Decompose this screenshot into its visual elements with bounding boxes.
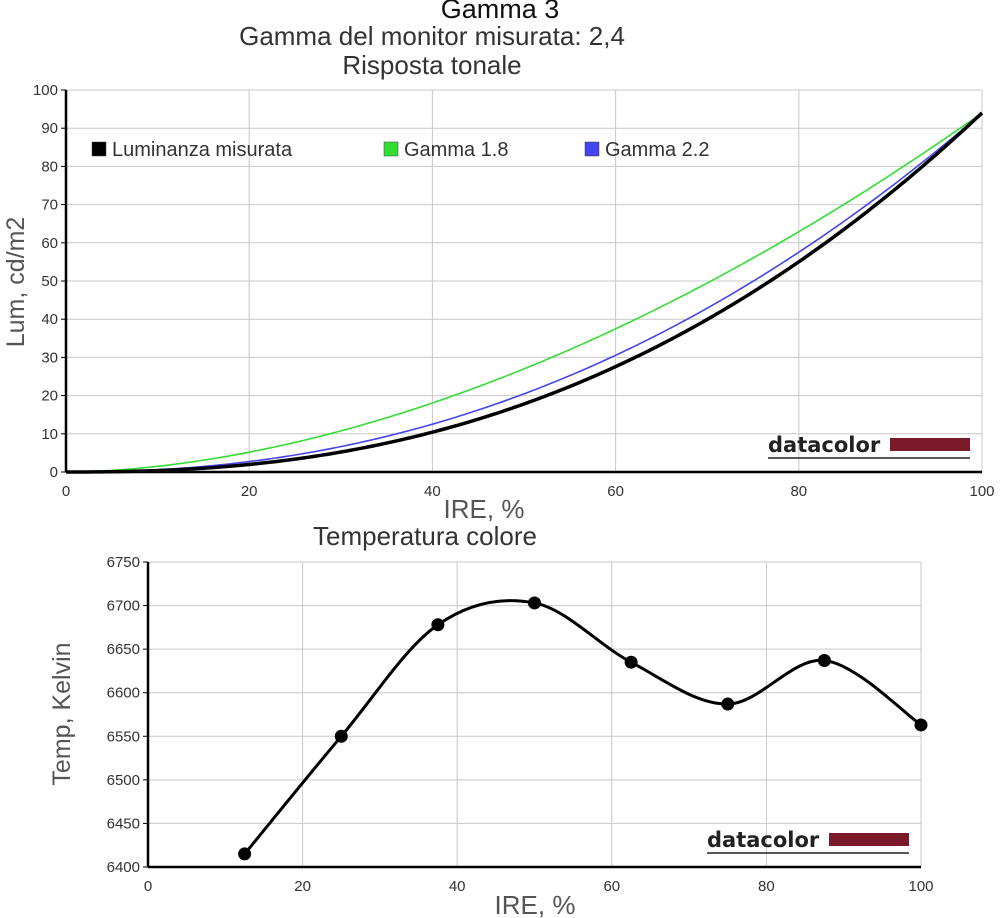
- chart-title: Gamma 3: [440, 0, 560, 24]
- x-tick-label: 0: [144, 878, 152, 895]
- x-tick-label: 60: [603, 878, 620, 895]
- datacolor-logo-text: datacolor: [707, 828, 820, 852]
- temperature-point: [914, 718, 928, 732]
- y-tick-label: 80: [41, 158, 58, 175]
- x-tick-label: 20: [241, 483, 258, 500]
- y-axis-label: Temp, Kelvin: [48, 642, 76, 785]
- x-tick-label: 100: [969, 483, 994, 500]
- header: Gamma 3 Gamma del monitor misurata: 2,4 …: [0, 0, 1000, 84]
- legend-swatch: [383, 141, 399, 157]
- y-tick-label: 10: [41, 426, 58, 443]
- temperature-point: [528, 596, 541, 610]
- y-tick-label: 6500: [107, 772, 140, 789]
- temperature-point: [624, 655, 638, 669]
- y-tick-label: 50: [41, 273, 58, 290]
- y-tick-label: 60: [41, 235, 58, 252]
- x-axis-label: IRE, %: [444, 494, 525, 524]
- y-tick-label: 6750: [107, 554, 140, 571]
- datacolor-logo-text: datacolor: [768, 433, 881, 457]
- tonal-response-chart: 0 10 20 30 40 50 60 70 80 90 100 0 20 40 60 80 100 IRE, %…: [2, 82, 995, 524]
- x-tick-label: 100: [908, 878, 933, 895]
- y-tick-label: 30: [41, 349, 58, 366]
- color-temperature-title: Temperatura colore: [313, 521, 537, 551]
- y-tick-label: 90: [41, 120, 58, 137]
- x-axis-label: IRE, %: [495, 890, 576, 918]
- legend-swatch: [584, 141, 600, 157]
- y-tick-label: 70: [41, 197, 58, 214]
- legend-label: Luminanza misurata: [112, 139, 293, 161]
- temperature-line: [243, 599, 922, 855]
- series-line-gamma-2-2: [66, 112, 983, 473]
- temperature-point: [431, 618, 445, 632]
- y-tick-label: 6650: [107, 641, 140, 658]
- x-tick-label: 40: [449, 878, 466, 895]
- y-tick-label: 0: [50, 464, 58, 481]
- tonal-response-title: Risposta tonale: [342, 50, 522, 80]
- x-tick-label: 0: [62, 483, 70, 500]
- x-tick-label: 40: [424, 483, 441, 500]
- y-tick-label: 6400: [107, 859, 140, 876]
- x-tick-label: 80: [758, 878, 775, 895]
- x-tick-label: 80: [790, 483, 807, 500]
- y-tick-label: 40: [41, 311, 58, 328]
- temperature-point: [334, 729, 348, 743]
- series-line-gamma-1-8: [65, 112, 983, 473]
- temperature-point: [817, 653, 831, 667]
- y-axis-label: Lum, cd/m2: [2, 217, 30, 348]
- chart-subtitle: Gamma del monitor misurata: 2,4: [239, 21, 625, 51]
- temperature-point: [238, 847, 252, 861]
- y-tick-label: 6550: [107, 728, 140, 745]
- datacolor-logo-bar: [890, 438, 970, 451]
- legend-label: Gamma 1.8: [404, 139, 508, 161]
- y-tick-label: 6600: [107, 685, 140, 702]
- x-tick-label: 20: [294, 878, 311, 895]
- legend-label: Gamma 2.2: [605, 139, 709, 161]
- y-tick-label: 6450: [107, 815, 140, 832]
- series-line-luminanza-misurata: [66, 111, 984, 474]
- y-tick-label: 20: [41, 388, 58, 405]
- datacolor-logo-bar: [829, 833, 909, 846]
- temperature-point: [721, 697, 735, 711]
- x-tick-label: 60: [607, 483, 624, 500]
- y-tick-label: 6700: [107, 598, 140, 615]
- legend-swatch: [91, 141, 107, 157]
- y-tick-label: 100: [33, 82, 58, 99]
